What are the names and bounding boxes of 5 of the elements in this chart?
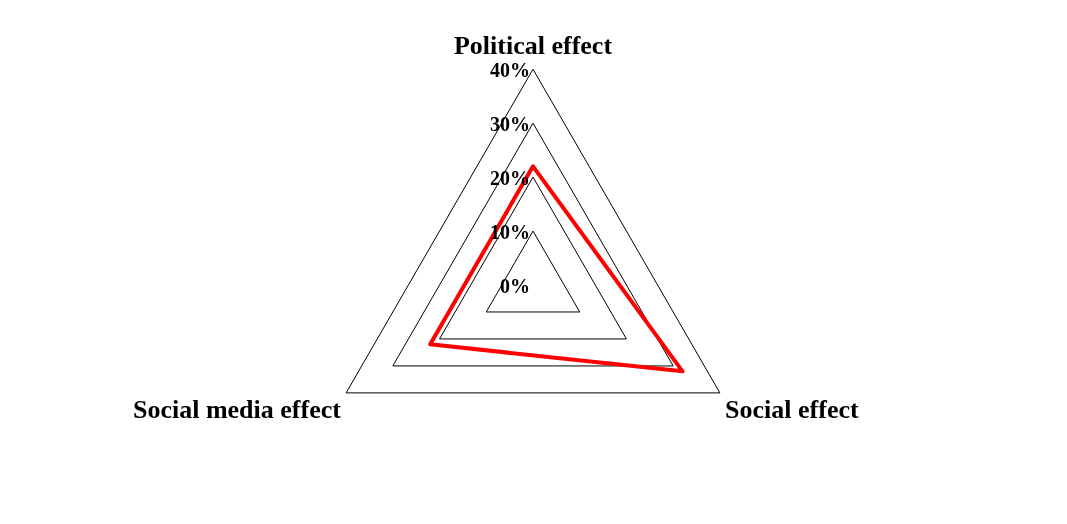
spoke-label: Social media effect	[132, 395, 342, 425]
y-tick-label: 0%	[500, 275, 530, 298]
spoke-label: Social effect	[725, 395, 859, 425]
spoke-label: Political effect	[453, 31, 613, 61]
y-tick-label: 40%	[490, 59, 530, 82]
